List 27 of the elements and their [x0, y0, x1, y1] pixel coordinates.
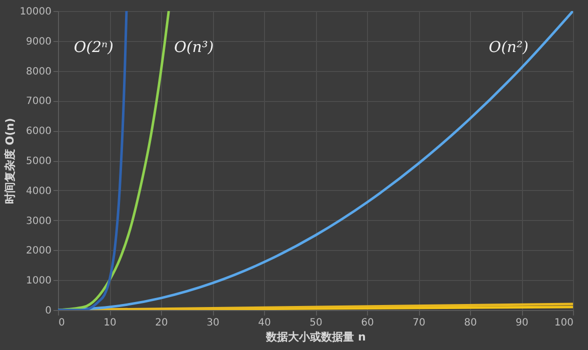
y-tick-label: 9000	[26, 36, 52, 48]
x-tick-label: 10	[104, 318, 116, 328]
y-tick-label: 4000	[26, 186, 52, 197]
y-tick-label: 8000	[26, 66, 52, 78]
x-tick-label: 40	[258, 318, 271, 328]
x-tick-label: 80	[464, 318, 477, 328]
series-label: O(n²)	[488, 38, 529, 56]
x-tick-label: 90	[516, 318, 528, 328]
x-tick-label: 20	[155, 318, 168, 328]
x-tick-label: 100	[554, 318, 574, 328]
x-tick-label: 50	[310, 318, 322, 328]
x-tick-label: 0	[58, 318, 65, 328]
x-tick-label: 70	[412, 318, 426, 328]
y-tick-label: 3000	[26, 216, 52, 227]
y-tick-label: 0	[45, 306, 52, 316]
y-tick-label: 10000	[20, 6, 52, 18]
x-tick-label: 60	[361, 318, 374, 328]
series-label: O(2ⁿ)	[74, 38, 114, 56]
y-tick-label: 2000	[26, 246, 52, 257]
y-tick-label: 1000	[26, 276, 52, 287]
y-tick-label: 7000	[26, 96, 52, 108]
y-tick-label: 6000	[26, 126, 52, 138]
x-axis-title: 数据大小或数据量 n	[265, 330, 366, 344]
y-axis-title: 时间复杂度 O(n)	[4, 118, 17, 204]
y-tick-label: 5000	[26, 156, 52, 167]
x-tick-label: 30	[206, 318, 220, 328]
series-label: O(n³)	[174, 38, 214, 56]
